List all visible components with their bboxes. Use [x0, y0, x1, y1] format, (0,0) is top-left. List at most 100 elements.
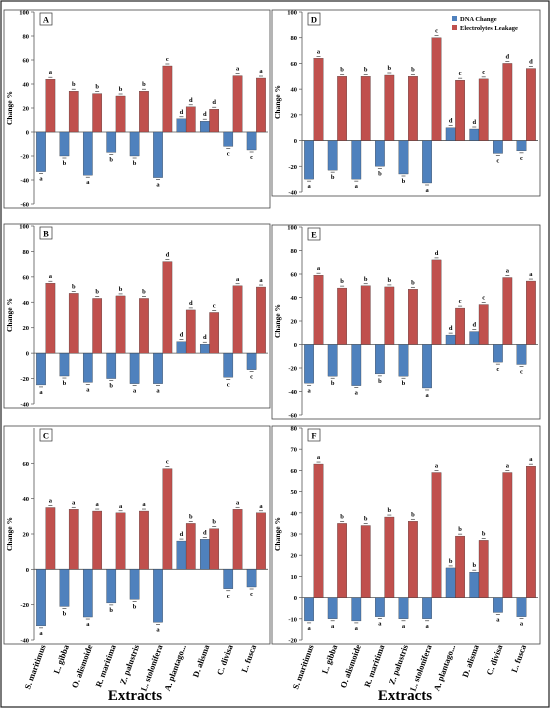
significance-letter: a [520, 621, 524, 628]
significance-letter: c [250, 591, 253, 598]
significance-letter: b [189, 513, 193, 520]
significance-letter: b [331, 380, 335, 387]
y-tick-label: 60 [291, 272, 298, 279]
dna-change-bar [516, 140, 527, 152]
dna-change-bar [398, 140, 409, 175]
dna-change-bar [327, 597, 338, 619]
panel-label: A [43, 15, 50, 25]
y-tick-label: 100 [287, 10, 297, 17]
dna-change-bar [106, 352, 117, 379]
dna-change-bar [246, 352, 257, 370]
significance-letter: b [411, 66, 415, 73]
significance-letter: c [459, 298, 462, 305]
significance-letter: a [86, 179, 90, 186]
significance-letter: c [482, 69, 485, 76]
y-tick-label: 60 [291, 468, 298, 475]
significance-letter: a [506, 268, 510, 275]
y-tick-label: 20 [291, 553, 298, 560]
legend-entry: Electrolytes Leakage [460, 25, 518, 32]
significance-letter: a [402, 623, 406, 630]
panel-label-box [307, 428, 321, 442]
significance-letter: a [378, 621, 382, 628]
y-tick-label: -20 [20, 154, 29, 161]
significance-letter: d [529, 59, 533, 66]
electrolytes-leakage-bar [232, 285, 243, 354]
dna-change-bar [129, 569, 140, 600]
dna-change-bar [246, 131, 257, 151]
significance-letter: a [39, 176, 43, 183]
chart-panel-d: -40 -20 0 20 40 60 80 100 Change % Da b a b b a d d c c a b b… [271, 10, 541, 197]
electrolytes-leakage-bar [408, 521, 418, 598]
significance-letter: b [331, 174, 335, 181]
panel-label: F [311, 431, 316, 441]
significance-letter: b [458, 526, 462, 533]
panel-label-box [307, 12, 321, 26]
dna-change-bar [36, 131, 46, 172]
significance-letter: d [180, 332, 184, 339]
electrolytes-leakage-bar [526, 280, 536, 345]
y-tick-label: 30 [291, 532, 298, 539]
electrolytes-leakage-bar [502, 277, 513, 345]
y-tick-label: 100 [19, 224, 29, 231]
electrolytes-leakage-bar [68, 293, 79, 354]
electrolytes-leakage-bar [431, 472, 442, 598]
panel-border [3, 9, 271, 209]
significance-letter: b [133, 160, 137, 167]
significance-letter: b [449, 558, 453, 565]
y-tick-label: 40 [23, 300, 30, 307]
chart-panel-c: -40 -20 0 20 40 60 Change % Ca b a b b a d d c c a a a a a c b b… [3, 425, 271, 645]
x-axis-title: Extracts [108, 688, 162, 704]
dna-change-bar [223, 569, 234, 589]
dna-change-bar [153, 131, 163, 178]
dna-change-bar [351, 140, 362, 180]
electrolytes-leakage-bar [209, 109, 220, 133]
y-tick-label: 0 [26, 130, 29, 137]
y-tick-label: 0 [294, 595, 297, 602]
dna-change-bar [223, 352, 234, 378]
y-tick-label: 20 [23, 325, 30, 332]
electrolytes-leakage-bar [384, 516, 395, 598]
significance-letter: b [340, 66, 344, 73]
dna-change-bar [129, 131, 140, 157]
x-axis-title: Extracts [378, 688, 432, 704]
electrolytes-leakage-bar [384, 286, 395, 345]
electrolytes-leakage-bar [337, 523, 347, 598]
panel-label: D [311, 15, 317, 25]
y-tick-label: 80 [291, 426, 298, 433]
electrolytes-leakage-bar [455, 535, 465, 598]
significance-letter: a [307, 625, 311, 632]
electrolytes-leakage-bar [232, 509, 243, 570]
y-tick-label: -60 [288, 413, 297, 420]
electrolytes-leakage-bar [455, 307, 465, 345]
significance-letter: a [355, 390, 359, 397]
y-tick-label: 0 [294, 138, 297, 145]
dna-change-bar [375, 597, 385, 617]
electrolytes-leakage-bar [92, 93, 103, 133]
significance-letter: a [156, 182, 160, 189]
significance-letter: b [142, 81, 146, 88]
significance-letter: a [435, 463, 439, 470]
electrolytes-leakage-bar [232, 75, 243, 133]
electrolytes-leakage-bar [313, 463, 324, 598]
y-tick-label: 60 [23, 58, 30, 65]
significance-letter: b [95, 288, 99, 295]
y-tick-label: -60 [20, 202, 29, 209]
significance-letter: d [189, 300, 193, 307]
electrolytes-leakage-bar [502, 472, 513, 598]
significance-letter: a [49, 69, 53, 76]
electrolytes-leakage-bar [337, 287, 347, 345]
significance-letter: c [459, 70, 462, 77]
significance-letter: b [119, 286, 123, 293]
dna-change-bar [153, 569, 163, 623]
dna-change-bar [327, 344, 338, 377]
significance-letter: a [236, 499, 240, 506]
y-tick-label: 20 [291, 319, 298, 326]
y-axis-title: Change % [273, 304, 282, 338]
significance-letter: a [425, 392, 429, 399]
electrolytes-leakage-bar [139, 91, 149, 133]
dna-change-bar [199, 121, 210, 133]
dna-change-bar [304, 140, 314, 180]
panel-label-box [39, 12, 53, 26]
